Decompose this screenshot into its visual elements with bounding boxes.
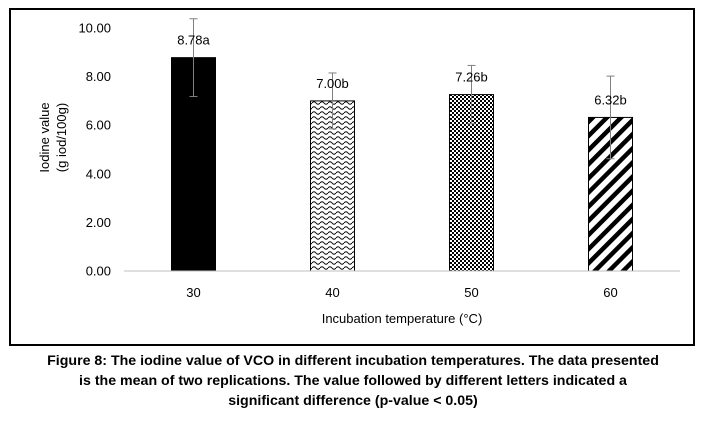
x-tick-label: 60 — [603, 285, 617, 300]
x-axis-tick-labels: 30 40 50 60 — [186, 285, 617, 300]
y-axis-title-line: Iodine value — [37, 102, 52, 172]
y-tick-label: 6.00 — [86, 118, 111, 133]
y-axis-title-line: (g iod/100g) — [54, 103, 69, 172]
x-tick-label: 40 — [325, 285, 339, 300]
iodine-bar-chart: 0.00 2.00 4.00 6.00 8.00 10.00 8.78a 7.00b 7.26… — [37, 18, 680, 326]
data-labels: 8.78a 7.00b 7.26b 6.32b — [177, 33, 627, 108]
data-label: 7.26b — [455, 70, 488, 85]
y-axis-tick-labels: 0.00 2.00 4.00 6.00 8.00 10.00 — [78, 21, 111, 279]
y-tick-label: 4.00 — [86, 166, 111, 181]
y-axis-title: Iodine value (g iod/100g) — [37, 102, 69, 172]
caption-line-2: is the mean of two replications. The val… — [79, 373, 627, 389]
data-label: 7.00b — [316, 76, 349, 91]
x-tick-label: 30 — [186, 285, 200, 300]
caption-line-3: significant difference (p-value < 0.05) — [228, 393, 478, 409]
x-tick-label: 50 — [464, 285, 478, 300]
data-label: 6.32b — [594, 92, 627, 107]
x-axis-title: Incubation temperature (°C) — [322, 311, 483, 326]
y-tick-label: 10.00 — [78, 21, 111, 36]
figure-caption: Figure 8: The iodine value of VCO in dif… — [0, 351, 706, 411]
y-tick-label: 0.00 — [86, 264, 111, 279]
y-tick-label: 8.00 — [86, 69, 111, 84]
error-bars — [189, 18, 615, 160]
caption-line-1: Figure 8: The iodine value of VCO in dif… — [47, 353, 659, 369]
y-tick-label: 2.00 — [86, 215, 111, 230]
bars — [171, 57, 633, 272]
data-label: 8.78a — [177, 33, 210, 48]
